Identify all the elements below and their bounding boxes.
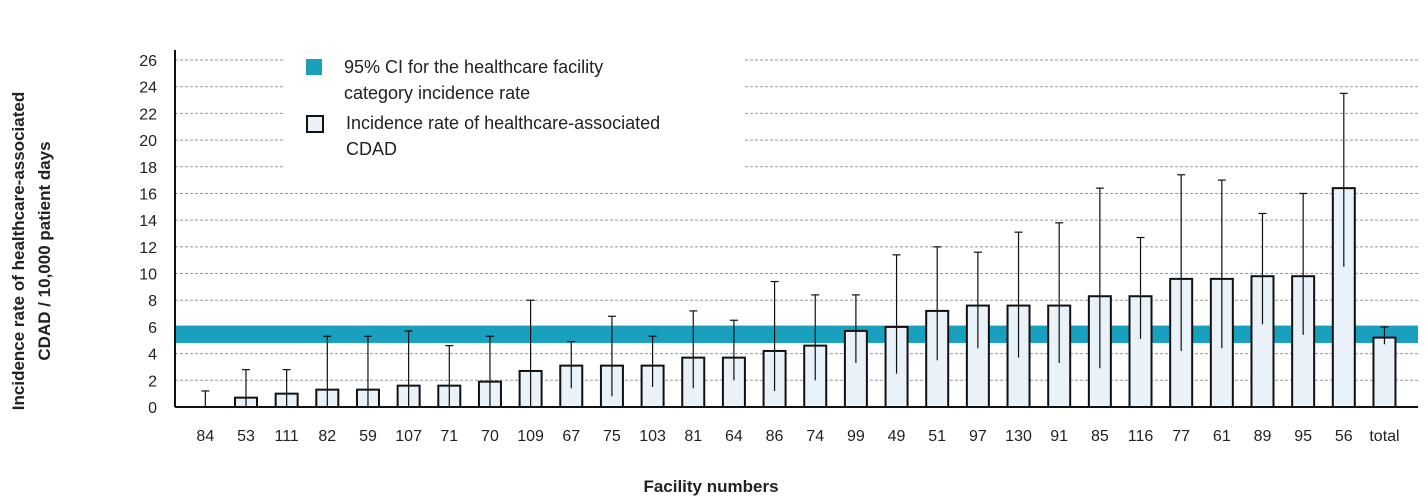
x-tick-label: 130	[1005, 428, 1032, 445]
y-axis-title-line: CDAD / 10,000 patient days	[35, 141, 54, 361]
y-tick-label: 12	[139, 240, 157, 257]
x-tick-label: 84	[196, 428, 214, 445]
y-tick-label: 2	[148, 373, 157, 390]
y-tick-label: 16	[139, 186, 157, 203]
y-axis-title: Incidence rate of healthcare-associated …	[6, 21, 58, 481]
x-tick-label: 109	[517, 428, 544, 445]
x-tick-label: 97	[969, 428, 987, 445]
x-tick-label: 49	[888, 428, 906, 445]
x-tick-label: 85	[1091, 428, 1109, 445]
x-tick-label: 75	[603, 428, 621, 445]
x-tick-label: 89	[1254, 428, 1272, 445]
x-tick-label: 67	[562, 428, 580, 445]
x-tick-label: 74	[806, 428, 824, 445]
x-tick-label: 70	[481, 428, 499, 445]
x-tick-label: 107	[395, 428, 422, 445]
y-tick-label: 10	[139, 267, 157, 284]
legend-item: 95% CI for the healthcare facility categ…	[300, 54, 680, 106]
y-tick-label: 24	[139, 80, 157, 97]
legend-swatch	[306, 59, 322, 75]
y-tick-label: 0	[148, 400, 157, 417]
x-tick-label: 116	[1128, 428, 1154, 445]
legend-label: 95% CI for the healthcare facility categ…	[344, 57, 604, 103]
legend-item: Incidence rate of healthcare-associated …	[300, 110, 680, 162]
y-tick-label: 6	[148, 320, 157, 337]
y-tick-label: 20	[139, 133, 157, 150]
x-tick-label: total	[1369, 428, 1399, 445]
x-tick-label: 51	[928, 428, 946, 445]
x-tick-label: 91	[1050, 428, 1068, 445]
legend-background	[285, 48, 745, 180]
x-tick-label: 103	[639, 428, 666, 445]
legend: 95% CI for the healthcare facility categ…	[300, 54, 680, 162]
legend-label: Incidence rate of healthcare-associated …	[346, 113, 661, 159]
y-tick-label: 18	[139, 160, 157, 177]
y-axis-title-line: Incidence rate of healthcare-associated	[9, 91, 28, 411]
x-tick-label: 64	[725, 428, 743, 445]
y-tick-label: 14	[139, 213, 157, 230]
x-tick-label: 56	[1335, 428, 1353, 445]
legend-swatch	[306, 115, 324, 133]
x-axis-title: Facility numbers	[643, 477, 778, 496]
y-tick-label: 4	[148, 347, 157, 364]
y-tick-label: 8	[148, 293, 157, 310]
x-tick-label: 77	[1172, 428, 1190, 445]
x-tick-label: 111	[274, 428, 298, 445]
x-tick-label: 53	[237, 428, 255, 445]
bar	[1372, 336, 1397, 409]
x-tick-label: 81	[684, 428, 702, 445]
y-tick-label: 26	[139, 53, 157, 70]
y-tick-label: 22	[139, 106, 157, 123]
x-tick-label: 82	[318, 428, 336, 445]
x-tick-label: 71	[440, 428, 458, 445]
x-tick-label: 61	[1213, 428, 1231, 445]
x-tick-label: 95	[1294, 428, 1312, 445]
x-tick-label: 86	[766, 428, 784, 445]
x-tick-label: 99	[847, 428, 865, 445]
x-tick-label: 59	[359, 428, 377, 445]
